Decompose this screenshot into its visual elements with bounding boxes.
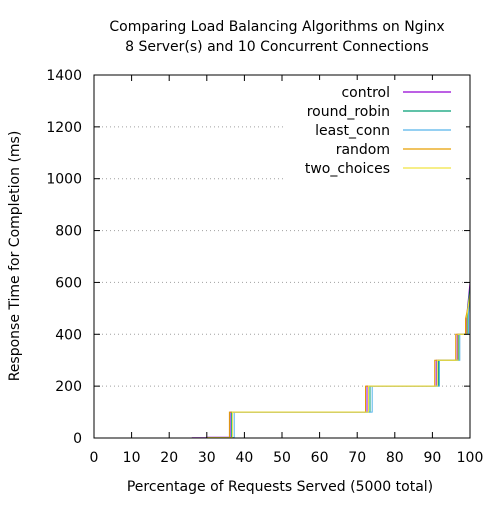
y-tick-label: 800 <box>55 224 82 240</box>
x-tick-label: 60 <box>311 450 329 466</box>
y-tick-label: 600 <box>55 275 82 291</box>
chart-title-line-1: Comparing Load Balancing Algorithms on N… <box>109 19 444 35</box>
x-tick-label: 90 <box>423 450 441 466</box>
series-line-round-robin <box>206 287 471 439</box>
series-line-control <box>191 282 471 439</box>
y-axis-label: Response Time for Completion (ms) <box>7 131 23 382</box>
x-tick-label: 70 <box>348 450 366 466</box>
axis-ticks: 0 200 400 600 800 1000 1200 1400 0 10 20 30 40 50 60 70… <box>46 68 483 466</box>
series-line-two-choices <box>206 292 471 438</box>
x-tick-label: 50 <box>273 450 291 466</box>
x-tick-label: 100 <box>457 450 484 466</box>
legend-label-control: control <box>341 85 390 101</box>
legend-label-two-choices: two_choices <box>305 161 390 177</box>
y-tick-label: 400 <box>55 327 82 343</box>
y-tick-label: 1200 <box>46 120 82 136</box>
y-tick-label: 0 <box>73 431 82 447</box>
x-tick-label: 10 <box>123 450 141 466</box>
series-line-least-conn <box>206 292 471 438</box>
grid-lines <box>94 126 470 387</box>
legend-label-least-conn: least_conn <box>315 123 390 139</box>
x-tick-label: 20 <box>160 450 178 466</box>
series-line-random <box>206 297 471 439</box>
legend-label-random: random <box>336 142 390 158</box>
y-tick-label: 1000 <box>46 172 82 188</box>
x-tick-label: 0 <box>90 450 99 466</box>
x-tick-label: 30 <box>198 450 216 466</box>
chart-title-line-2: 8 Server(s) and 10 Concurrent Connection… <box>125 39 429 55</box>
series-lines <box>191 282 471 439</box>
y-tick-label: 1400 <box>46 68 82 84</box>
y-tick-label: 200 <box>55 379 82 395</box>
legend-label-round-robin: round_robin <box>307 104 390 120</box>
x-axis-label: Percentage of Requests Served (5000 tota… <box>127 479 433 495</box>
x-tick-label: 40 <box>235 450 253 466</box>
x-tick-label: 80 <box>386 450 404 466</box>
